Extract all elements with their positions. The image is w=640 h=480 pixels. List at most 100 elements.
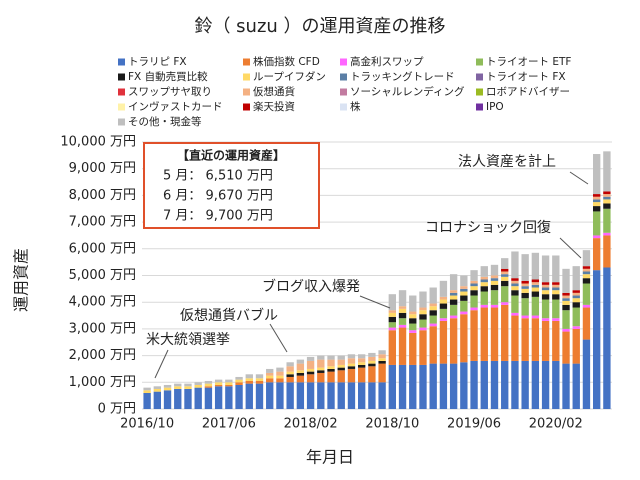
bar-segment (409, 330, 417, 333)
bar-segment (552, 318, 560, 321)
annotation-arrow (269, 323, 288, 353)
bar-segment (163, 387, 172, 391)
bar-segment (337, 359, 345, 365)
bar-segment (552, 320, 560, 361)
bar-segment (163, 390, 172, 409)
bar-segment (480, 286, 488, 292)
bar-segment (511, 360, 519, 409)
legend-label: トラッキングトレード (350, 70, 455, 83)
bar-segment (388, 327, 397, 331)
bar-segment (306, 360, 315, 369)
bar-segment (388, 330, 397, 365)
bar-segment (143, 392, 151, 409)
bar-segment (490, 284, 499, 291)
bar-segment (501, 258, 509, 269)
legend-label: 仮想通貨 (253, 85, 295, 98)
bar-segment (460, 275, 468, 287)
bar-segment (317, 355, 325, 360)
bar-segment (562, 295, 570, 299)
bar-segment (306, 382, 315, 409)
bar-segment (153, 388, 162, 392)
bar-segment (490, 290, 499, 305)
bar-segment (480, 307, 488, 361)
bar-segment (439, 320, 448, 364)
bar-segment (266, 372, 274, 376)
bar-segment (603, 196, 611, 200)
bar-segment (429, 363, 437, 409)
bar-segment (449, 299, 458, 305)
x-tick-label: 2019/06 (447, 417, 501, 432)
legend-label: その他・現金等 (128, 115, 202, 128)
bar-segment (552, 299, 560, 319)
y-tick-label: 9,000 万円 (69, 161, 136, 176)
bar-segment (603, 191, 611, 195)
bar-segment (409, 323, 417, 331)
bar-segment (388, 316, 397, 323)
bar-segment (409, 332, 417, 365)
bar-segment (582, 339, 591, 409)
bar-segment (286, 376, 294, 383)
bar-segment (541, 294, 550, 300)
bar-segment (582, 304, 591, 308)
bar-segment (552, 282, 560, 285)
bar-segment (603, 203, 611, 209)
bar-segment (286, 382, 294, 409)
bar-segment (337, 364, 345, 368)
bar-segment (235, 376, 243, 380)
bar-segment (531, 315, 540, 319)
bar-segment (541, 287, 550, 291)
bar-segment (357, 354, 366, 359)
bar-segment (480, 282, 488, 287)
bar-segment (429, 287, 437, 304)
bar-segment (572, 326, 580, 329)
bar-segment (449, 318, 458, 364)
bar-segment (552, 290, 560, 295)
bar-segment (286, 362, 294, 367)
bar-segment (470, 310, 478, 361)
bar-segment (592, 238, 601, 271)
bar-segment (592, 202, 601, 207)
bar-segment (460, 295, 468, 301)
bar-segment (419, 314, 427, 320)
bar-segment (582, 266, 591, 269)
bar-segment (531, 360, 540, 409)
bar-segment (572, 266, 580, 291)
bar-segment (511, 286, 519, 291)
annotation-arrow (559, 237, 582, 259)
bar-segment (541, 320, 550, 361)
bar-segment (409, 314, 417, 319)
bar-segment (317, 359, 325, 368)
y-tick-label: 4,000 万円 (69, 295, 136, 310)
bar-segment (592, 235, 601, 239)
bar-segment (470, 307, 478, 311)
chart-title: 鈴（ suzu ）の運用資産の推移 (194, 16, 445, 37)
bar-segment (449, 304, 458, 316)
bar-segment (439, 280, 448, 297)
bar-segment (582, 307, 591, 340)
bar-segment (286, 366, 294, 372)
bar-segment (511, 295, 519, 313)
bar-segment (327, 382, 335, 409)
legend-label: FX 自動売買比較 (128, 70, 208, 83)
bar-segment (378, 358, 386, 361)
recent-box-row: 5 月： 6,510 万円 (163, 169, 273, 184)
bar-segment (603, 235, 611, 268)
bar-segment (286, 374, 294, 377)
bar-segment (194, 384, 202, 388)
bar-segment (194, 387, 202, 409)
bar-segment (480, 279, 488, 283)
bar-segment (490, 280, 499, 285)
bar-segment (501, 304, 509, 361)
bar-segment (225, 386, 233, 409)
bar-segment (572, 290, 580, 293)
bar-segment (562, 300, 570, 305)
bar-segment (541, 290, 550, 295)
bar-segment (531, 282, 540, 285)
bar-segment (317, 370, 325, 373)
bar-segment (490, 360, 499, 409)
bar-segment (449, 290, 458, 293)
bar-segment (255, 378, 264, 381)
bar-segment (245, 374, 253, 379)
y-tick-label: 5,000 万円 (69, 268, 136, 283)
bar-segment (327, 366, 335, 369)
